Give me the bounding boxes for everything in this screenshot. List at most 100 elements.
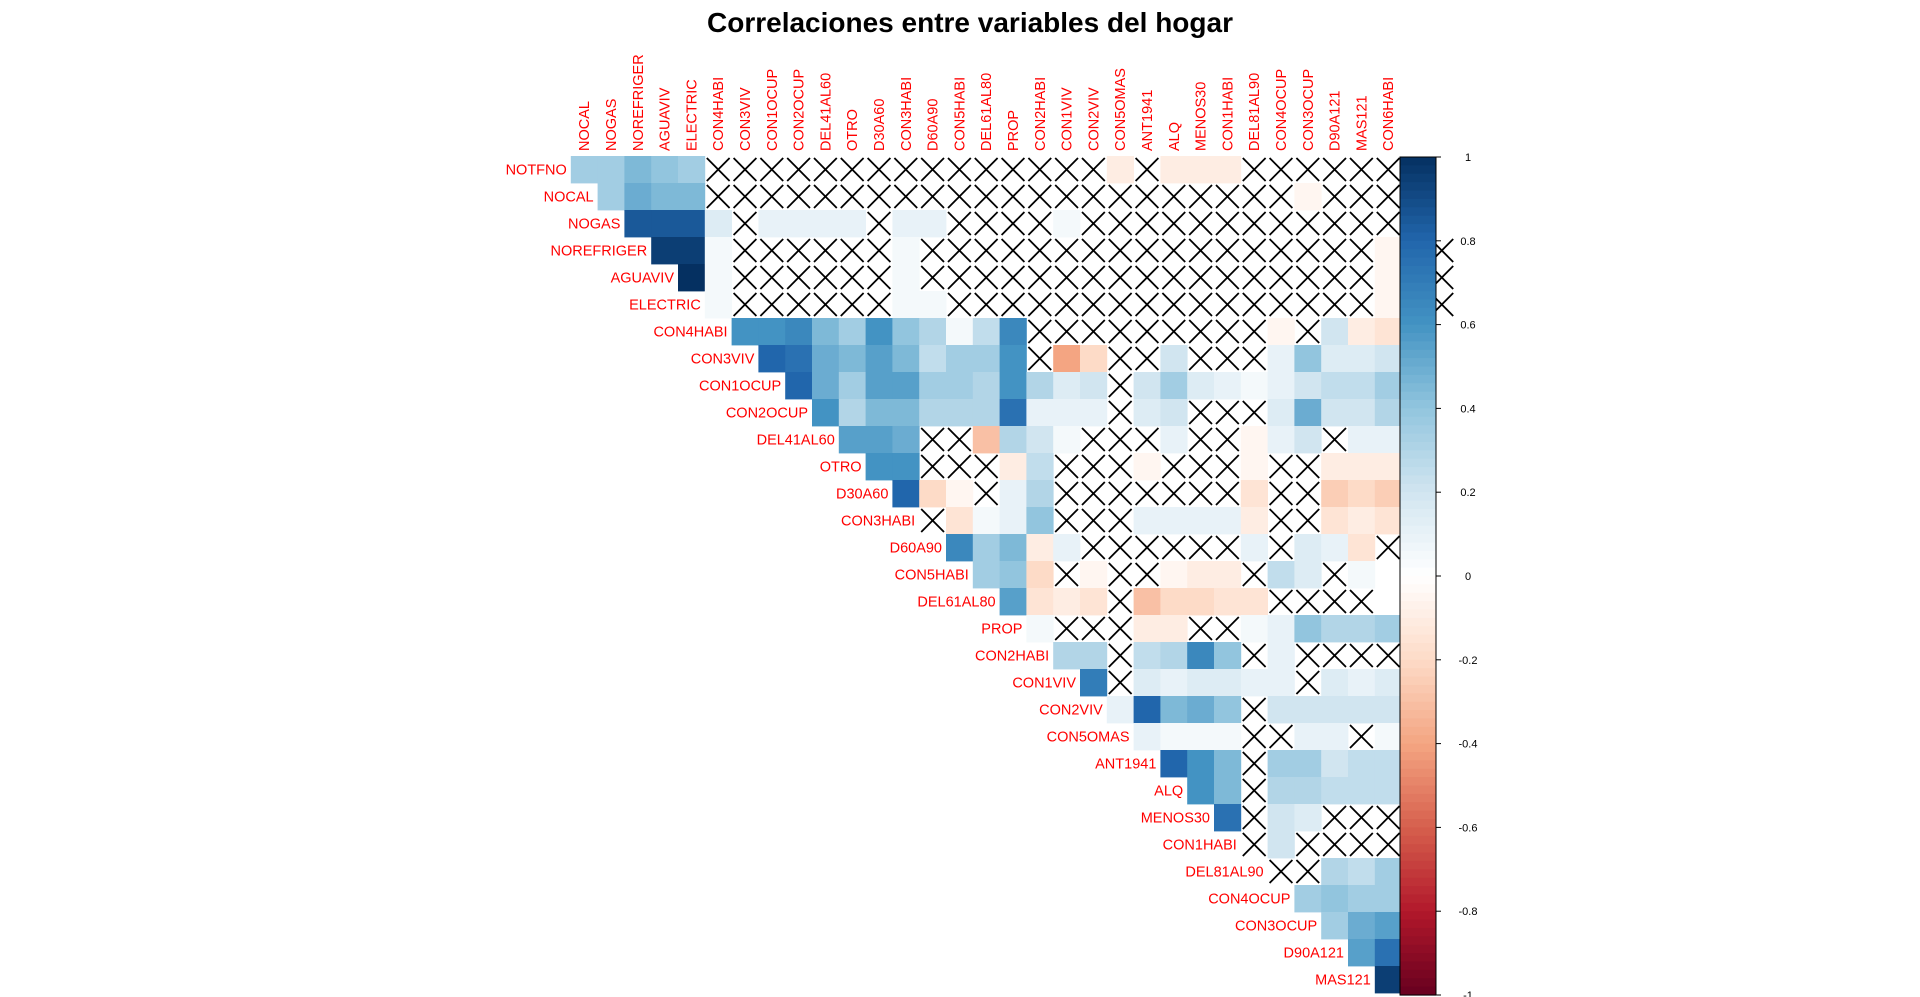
cross-marker	[732, 211, 758, 236]
colorbar-segment	[1400, 425, 1436, 435]
heatmap-cell	[1294, 561, 1322, 589]
cross-marker	[786, 238, 811, 263]
colorbar-segment	[1400, 483, 1436, 493]
colorbar-segment	[1400, 953, 1436, 963]
cross-marker	[1188, 616, 1213, 641]
heatmap-cell	[1026, 399, 1054, 427]
cross-marker	[1322, 562, 1347, 587]
cross-marker	[1295, 859, 1320, 884]
cross-marker	[866, 265, 892, 290]
cross-marker	[1188, 292, 1213, 317]
colorbar-tick-label: 0.6	[1460, 320, 1475, 332]
heatmap-cell	[1321, 912, 1349, 940]
colorbar-segment	[1400, 726, 1436, 736]
heatmap-cell	[1133, 507, 1161, 535]
cross-marker	[1322, 265, 1347, 290]
colorbar-segment	[1400, 760, 1436, 770]
heatmap-cell	[731, 318, 759, 346]
heatmap-cells	[570, 156, 1429, 994]
heatmap-cell	[1321, 507, 1349, 535]
heatmap-cell	[1348, 669, 1376, 697]
column-label: CON4OCUP	[1274, 69, 1290, 151]
column-label: CON2HABI	[1033, 77, 1049, 151]
colorbar-segment	[1400, 886, 1436, 896]
cross-marker	[974, 265, 999, 290]
row-label: PROP	[981, 622, 1022, 638]
heatmap-cell	[1160, 507, 1188, 535]
colorbar-tick-label: 1	[1465, 152, 1471, 164]
heatmap-cell	[865, 318, 893, 346]
cross-marker	[1161, 265, 1186, 290]
heatmap-cell	[1294, 777, 1322, 805]
heatmap-cell	[1321, 345, 1349, 373]
cross-marker	[1322, 157, 1347, 182]
cross-marker	[1295, 643, 1320, 668]
heatmap-cell	[1240, 534, 1268, 562]
cross-marker	[1108, 373, 1133, 398]
heatmap-cell	[1321, 318, 1349, 346]
heatmap-cell	[865, 453, 893, 481]
heatmap-cell	[1348, 399, 1376, 427]
heatmap-cell	[1133, 642, 1161, 670]
column-label: CON1VIV	[1060, 87, 1076, 151]
heatmap-cell	[1026, 534, 1054, 562]
heatmap-cell	[1214, 669, 1242, 697]
heatmap-cell	[1374, 777, 1402, 805]
cross-marker	[947, 454, 972, 479]
heatmap-cell	[1348, 480, 1376, 508]
heatmap-cell	[972, 534, 1000, 562]
heatmap-cell	[999, 507, 1027, 535]
heatmap-cell	[1080, 372, 1108, 400]
cross-marker	[1027, 292, 1052, 317]
cross-marker	[1081, 265, 1106, 290]
heatmap-cell	[1294, 750, 1322, 778]
heatmap-cell	[999, 561, 1027, 589]
heatmap-cell	[892, 291, 920, 319]
heatmap-cell	[651, 210, 679, 238]
heatmap-cell	[892, 210, 920, 238]
cross-marker	[1322, 238, 1347, 263]
cross-marker	[1322, 184, 1347, 209]
heatmap-cell	[999, 480, 1027, 508]
cross-marker	[1349, 805, 1374, 830]
colorbar-segment	[1400, 894, 1436, 904]
cross-marker	[1054, 562, 1079, 587]
cross-marker	[1268, 184, 1294, 209]
cross-marker	[1268, 508, 1294, 533]
cross-marker	[1134, 238, 1160, 263]
cross-marker	[732, 157, 758, 182]
heatmap-cell	[1348, 318, 1376, 346]
column-label: CON5OMAS	[1113, 68, 1129, 151]
heatmap-cell	[1294, 534, 1322, 562]
heatmap-cell	[1214, 507, 1242, 535]
colorbar-segment	[1400, 617, 1436, 627]
cross-marker	[1081, 292, 1106, 317]
column-label: MAS121	[1354, 95, 1370, 151]
colorbar-segment	[1400, 291, 1436, 301]
cross-marker	[1322, 292, 1347, 317]
colorbar-segment	[1400, 232, 1436, 242]
heatmap-cell	[1187, 372, 1215, 400]
heatmap-cell	[946, 372, 974, 400]
heatmap-cell	[972, 507, 1000, 535]
heatmap-cell	[1348, 372, 1376, 400]
cross-marker	[1242, 697, 1267, 722]
heatmap-cell	[1294, 615, 1322, 643]
heatmap-cell	[1160, 399, 1188, 427]
heatmap-cell	[1267, 642, 1295, 670]
heatmap-cell	[1348, 615, 1376, 643]
heatmap-cell	[972, 426, 1000, 454]
colorbar-segment	[1400, 215, 1436, 225]
heatmap-cell	[972, 372, 1000, 400]
cross-marker	[786, 157, 811, 182]
heatmap-cell	[919, 291, 947, 319]
cross-marker	[1134, 562, 1160, 587]
heatmap-cell	[1187, 507, 1215, 535]
colorbar-segment	[1400, 877, 1436, 887]
heatmap-cell	[1321, 372, 1349, 400]
heatmap-cell	[999, 318, 1027, 346]
heatmap-cell	[651, 156, 679, 184]
cross-marker	[1349, 211, 1374, 236]
colorbar-segment	[1400, 207, 1436, 217]
